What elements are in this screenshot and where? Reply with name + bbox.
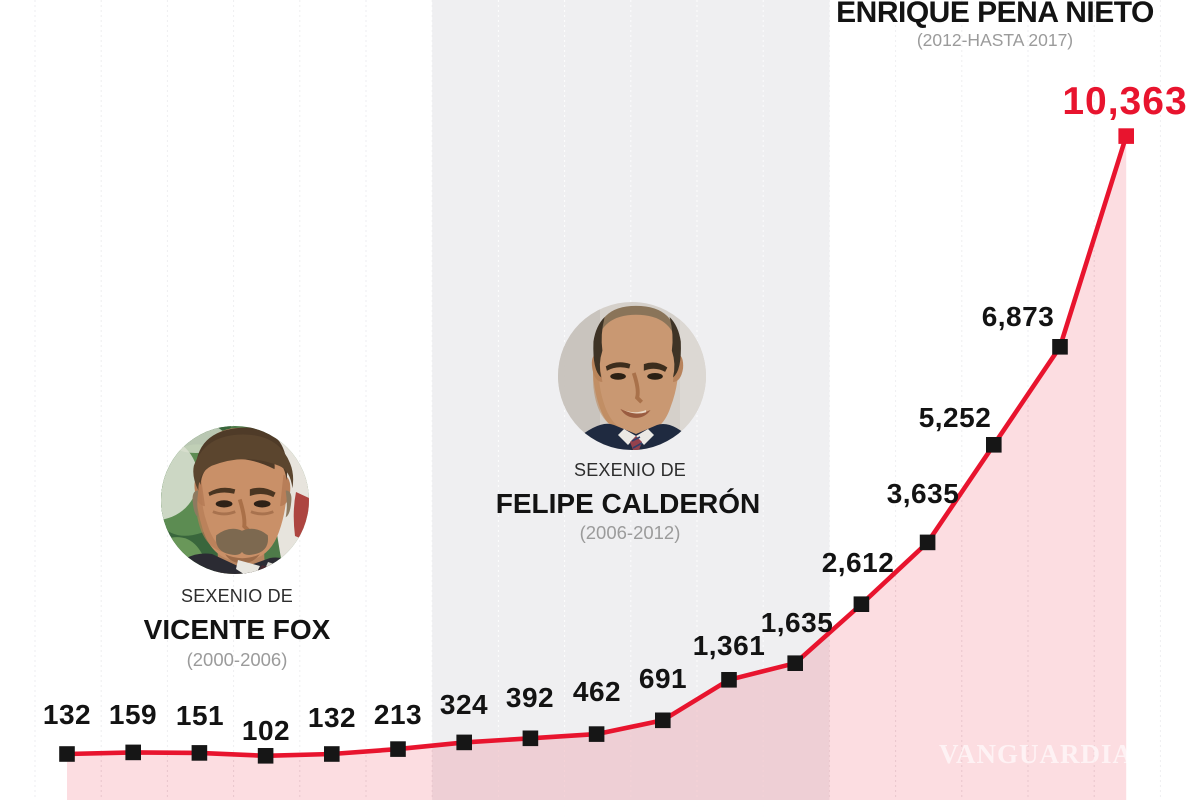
svg-text:(2000-2006): (2000-2006) bbox=[187, 649, 288, 670]
svg-text:FELIPE CALDERÓN: FELIPE CALDERÓN bbox=[496, 488, 760, 519]
svg-text:151: 151 bbox=[176, 700, 224, 731]
svg-text:SEXENIO DE: SEXENIO DE bbox=[181, 586, 293, 606]
svg-text:1,361: 1,361 bbox=[693, 630, 766, 661]
svg-text:213: 213 bbox=[374, 699, 422, 730]
svg-text:(2012-HASTA 2017): (2012-HASTA 2017) bbox=[917, 30, 1073, 50]
svg-text:462: 462 bbox=[573, 676, 621, 707]
svg-text:SEXENIO DE: SEXENIO DE bbox=[574, 460, 686, 480]
svg-text:VANGUARDIA: VANGUARDIA bbox=[939, 739, 1133, 769]
svg-text:132: 132 bbox=[43, 699, 91, 730]
svg-text:(2006-2012): (2006-2012) bbox=[580, 522, 681, 543]
svg-text:ENRIQUE PEÑA NIETO: ENRIQUE PEÑA NIETO bbox=[836, 0, 1154, 29]
svg-text:1,635: 1,635 bbox=[761, 607, 834, 638]
svg-text:159: 159 bbox=[109, 699, 157, 730]
svg-text:2,612: 2,612 bbox=[822, 547, 895, 578]
svg-text:691: 691 bbox=[639, 663, 687, 694]
svg-text:VICENTE FOX: VICENTE FOX bbox=[144, 614, 331, 645]
svg-text:132: 132 bbox=[308, 702, 356, 733]
svg-text:102: 102 bbox=[242, 715, 290, 746]
svg-text:3,635: 3,635 bbox=[887, 478, 960, 509]
svg-text:392: 392 bbox=[506, 682, 554, 713]
svg-text:10,363: 10,363 bbox=[1062, 80, 1187, 123]
svg-text:5,252: 5,252 bbox=[919, 402, 992, 433]
svg-text:6,873: 6,873 bbox=[982, 301, 1055, 332]
svg-text:324: 324 bbox=[440, 689, 488, 720]
